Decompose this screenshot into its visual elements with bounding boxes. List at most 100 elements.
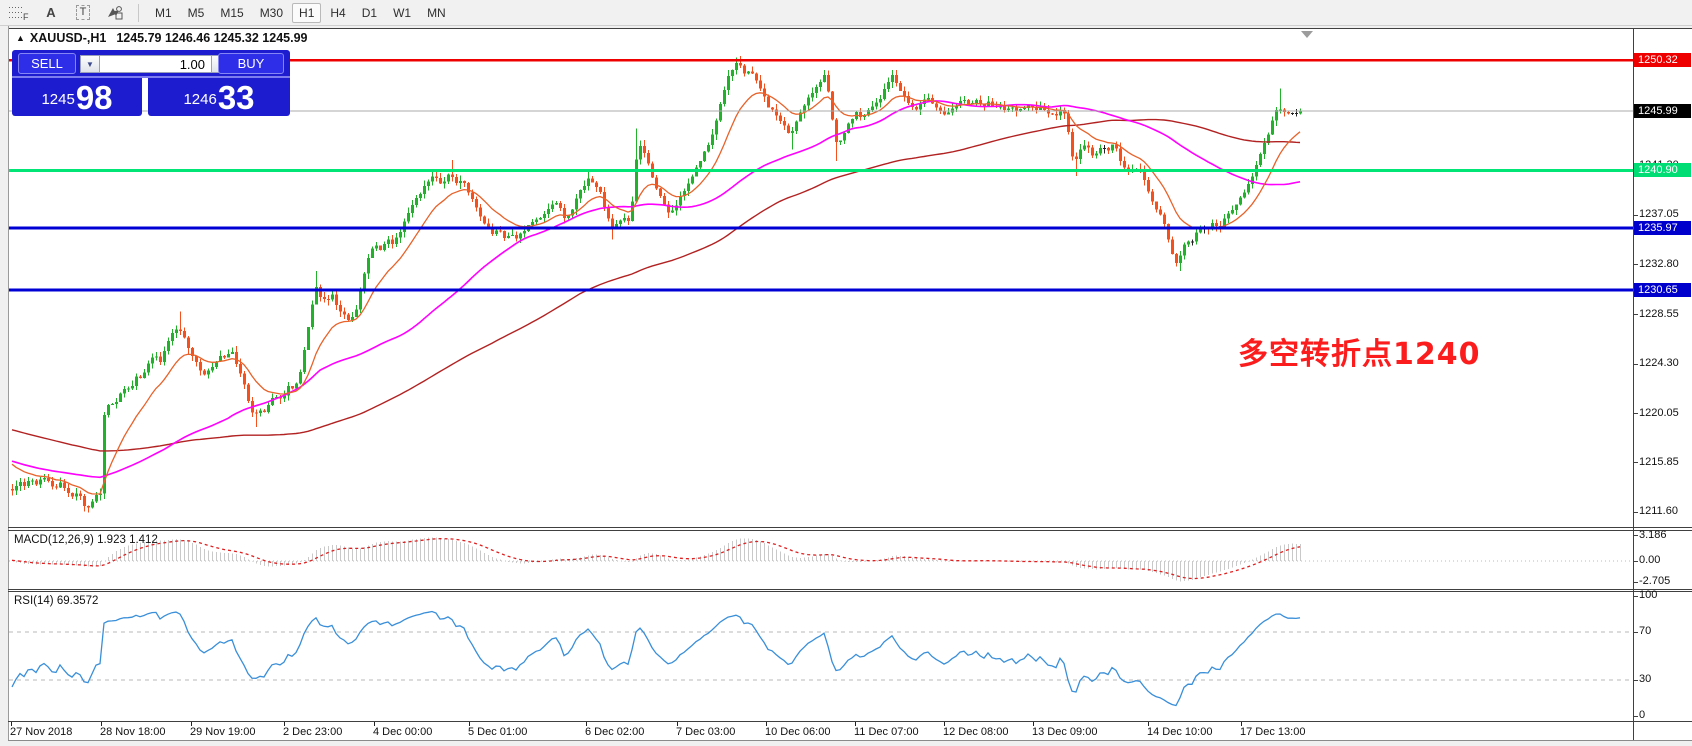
indicators-grid-icon[interactable]: F xyxy=(4,3,34,23)
timeframe-buttons: M1 M5 M15 M30 H1 H4 D1 W1 MN xyxy=(147,2,454,23)
price-tick-label: 1232.80 xyxy=(1639,257,1679,270)
rsi-tick-mark xyxy=(1633,595,1638,597)
time-tick-mark xyxy=(1033,722,1034,726)
ohlc-values: 1245.79 1246.46 1245.32 1245.99 xyxy=(116,31,308,45)
time-label: 13 Dec 09:00 xyxy=(1032,726,1098,738)
macd-tick-label: -2.705 xyxy=(1639,575,1671,588)
bid-price-small: 1245 xyxy=(41,91,75,108)
price-tick-label: 1224.30 xyxy=(1639,357,1679,370)
timeframe-button-H1[interactable]: H1 xyxy=(292,2,322,23)
time-tick-mark xyxy=(766,722,767,726)
timeframe-button-M30[interactable]: M30 xyxy=(259,5,284,20)
price-badge-1230.65: 1230.65 xyxy=(1634,283,1691,298)
time-tick-mark xyxy=(191,722,192,726)
time-label: 2 Dec 23:00 xyxy=(283,726,343,738)
drawing-tools-glyph xyxy=(108,5,123,19)
ask-price-box[interactable]: 1246 33 xyxy=(148,78,290,116)
time-tick-mark xyxy=(374,722,375,726)
macd-tick-mark xyxy=(1633,560,1638,562)
time-tick-mark xyxy=(469,722,470,726)
rsi-tick-label: 0 xyxy=(1639,709,1646,721)
macd-tick-mark xyxy=(1633,581,1638,583)
time-tick-mark xyxy=(677,722,678,726)
price-tick-mark xyxy=(1633,214,1638,216)
time-tick-mark xyxy=(944,722,945,726)
window-bottom-border xyxy=(8,740,1692,741)
price-axis-divider xyxy=(1633,28,1634,740)
timeframe-button-D1[interactable]: D1 xyxy=(361,5,378,20)
time-tick-mark xyxy=(586,722,587,726)
chart-shift-marker-icon[interactable] xyxy=(1301,31,1313,38)
price-tick-mark xyxy=(1633,264,1638,266)
timeframe-button-M1[interactable]: M1 xyxy=(155,5,172,20)
time-label: 12 Dec 08:00 xyxy=(943,726,1009,738)
one-click-trading-panel: SELL ▼ ▲ BUY 1245 98 1246 33 xyxy=(12,50,290,116)
macd-panel-top-border xyxy=(8,530,1692,531)
price-tick-label: 1237.05 xyxy=(1639,208,1679,221)
collapse-arrow-icon[interactable]: ▲ xyxy=(16,33,25,43)
spin-down-icon: ▼ xyxy=(86,59,94,69)
timeframe-button-M15[interactable]: M15 xyxy=(220,5,244,20)
time-tick-mark xyxy=(1241,722,1242,726)
drawing-tools-icon[interactable]: ▼ xyxy=(100,3,130,23)
time-label: 28 Nov 18:00 xyxy=(100,726,166,738)
timeframe-button-W1[interactable]: W1 xyxy=(393,5,412,20)
sell-button[interactable]: SELL xyxy=(18,53,76,74)
timeframe-button-M5[interactable]: M5 xyxy=(187,5,205,20)
time-label: 27 Nov 2018 xyxy=(10,726,73,738)
time-tick-mark xyxy=(101,722,102,726)
left-window-edge xyxy=(0,26,9,746)
rsi-panel-top-border xyxy=(8,591,1692,592)
time-label: 6 Dec 02:00 xyxy=(585,726,645,738)
buy-button[interactable]: BUY xyxy=(218,53,284,74)
price-tick-mark xyxy=(1633,363,1638,365)
text-box-icon[interactable]: T xyxy=(68,3,98,23)
ask-price-small: 1246 xyxy=(183,91,217,108)
time-label: 14 Dec 10:00 xyxy=(1147,726,1213,738)
chart-background[interactable] xyxy=(9,28,1692,741)
rsi-tick-label: 100 xyxy=(1639,589,1658,601)
time-label: 5 Dec 01:00 xyxy=(468,726,528,738)
price-tick-mark xyxy=(1633,511,1638,513)
price-tick-label: 1215.85 xyxy=(1639,455,1679,468)
time-label: 10 Dec 06:00 xyxy=(765,726,831,738)
bid-price-big: 98 xyxy=(75,79,113,116)
svg-text:F: F xyxy=(23,12,29,21)
time-tick-mark xyxy=(11,722,12,726)
price-tick-label: 1228.55 xyxy=(1639,307,1679,320)
price-tick-mark xyxy=(1633,462,1638,464)
macd-tick-label: 3.186 xyxy=(1639,528,1667,541)
macd-values: 1.923 1.412 xyxy=(97,534,158,546)
price-tick-label: 1211.60 xyxy=(1639,505,1678,518)
time-tick-mark xyxy=(1148,722,1149,726)
rsi-tick-mark xyxy=(1633,715,1638,717)
price-tick-label: 1220.05 xyxy=(1639,406,1679,419)
price-tick-mark xyxy=(1633,314,1638,316)
macd-rsi-separator[interactable] xyxy=(8,589,1692,590)
main-macd-separator[interactable] xyxy=(8,527,1692,528)
time-tick-mark xyxy=(855,722,856,726)
window-bottom-strip xyxy=(0,741,1692,746)
volume-input[interactable] xyxy=(100,55,212,73)
rsi-indicator-label: RSI(14) 69.3572 xyxy=(14,595,99,607)
rsi-value: 69.3572 xyxy=(56,595,99,607)
symbol-period-label: XAUUSD-,H1 xyxy=(29,31,107,45)
text-a-icon[interactable]: A xyxy=(46,5,56,20)
bid-price-box[interactable]: 1245 98 xyxy=(12,78,142,116)
timeframe-button-MN[interactable]: MN xyxy=(427,5,446,20)
time-label: 17 Dec 13:00 xyxy=(1240,726,1306,738)
macd-tick-label: 0.00 xyxy=(1639,554,1661,566)
price-badge-1250.32: 1250.32 xyxy=(1634,53,1691,68)
timeframe-button-H4[interactable]: H4 xyxy=(330,5,346,20)
toolbar: F A T ▼ M1 M5 M15 M30 H1 H4 D1 W1 MN xyxy=(0,0,1692,26)
macd-indicator-label: MACD(12,26,9) 1.923 1.412 xyxy=(14,534,158,546)
time-label: 4 Dec 00:00 xyxy=(373,726,433,738)
chart-text-annotation: 多空转折点1240 xyxy=(1238,337,1481,372)
macd-panel-canvas[interactable] xyxy=(9,531,1633,589)
price-badge-1245.99: 1245.99 xyxy=(1634,104,1691,118)
time-label: 29 Nov 19:00 xyxy=(190,726,256,738)
toolbar-separator xyxy=(138,3,139,22)
volume-decrease-button[interactable]: ▼ xyxy=(80,55,100,73)
rsi-panel-canvas[interactable] xyxy=(9,592,1633,721)
